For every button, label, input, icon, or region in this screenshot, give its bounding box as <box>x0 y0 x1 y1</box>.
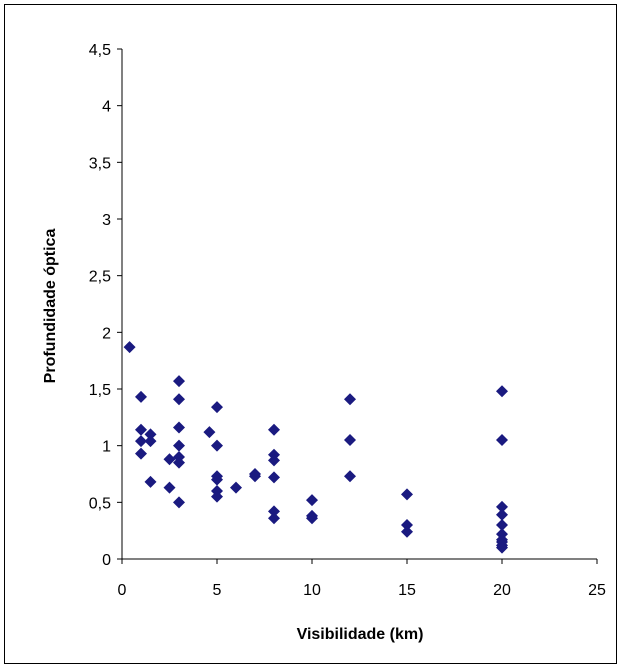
data-point <box>496 385 508 398</box>
data-point <box>496 519 508 531</box>
data-points <box>123 341 508 554</box>
data-point <box>163 453 176 466</box>
data-point <box>230 481 242 494</box>
data-point <box>496 508 508 521</box>
y-tick-label: 2,5 <box>89 269 111 286</box>
data-point <box>173 393 185 406</box>
data-point <box>173 456 185 469</box>
y-tick-label: 3 <box>102 212 111 229</box>
data-point <box>135 447 147 460</box>
data-point <box>144 435 157 448</box>
data-point <box>496 500 508 513</box>
data-point <box>268 454 280 467</box>
data-point <box>211 439 223 452</box>
y-tick-label: 3,5 <box>89 155 111 172</box>
data-point <box>211 401 223 414</box>
data-point <box>144 428 157 441</box>
axes <box>117 48 598 564</box>
x-tick-label: 5 <box>213 582 222 599</box>
data-point <box>163 481 176 494</box>
x-axis-title: Visibilidade (km) <box>297 626 424 643</box>
data-point <box>401 525 413 538</box>
data-point <box>344 434 356 446</box>
data-point <box>173 375 185 388</box>
data-point <box>401 488 413 501</box>
data-point <box>268 505 280 518</box>
data-point <box>135 390 147 403</box>
data-point <box>268 512 280 525</box>
data-point <box>123 341 136 354</box>
y-axis-title: Profundidade óptica <box>42 229 59 384</box>
tick-labels: 0 0,5 1 1,5 2 2,5 3 3,5 4 4,5 0 5 10 15 20 25 <box>89 42 606 599</box>
data-point <box>249 470 261 483</box>
y-tick-label: 0,5 <box>89 495 111 512</box>
data-point <box>306 512 318 525</box>
data-point <box>211 490 223 503</box>
data-point <box>306 494 318 507</box>
data-point <box>135 423 147 436</box>
y-tick-label: 4 <box>102 99 111 116</box>
data-point <box>173 496 185 509</box>
x-tick-label: 25 <box>588 582 606 599</box>
data-point <box>203 426 216 439</box>
x-tick-label: 10 <box>303 582 321 599</box>
data-point <box>268 471 280 484</box>
data-point <box>211 473 223 486</box>
x-tick-label: 20 <box>493 582 511 599</box>
x-tick-label: 15 <box>398 582 416 599</box>
y-tick-label: 2 <box>102 325 111 342</box>
chart-frame <box>4 4 617 664</box>
data-point <box>344 470 356 483</box>
data-point <box>144 475 157 488</box>
data-point <box>173 421 185 434</box>
data-point <box>173 439 185 452</box>
y-tick-label: 1 <box>102 439 111 456</box>
x-tick-label: 0 <box>118 582 127 599</box>
data-point <box>135 435 147 448</box>
data-point <box>496 541 508 554</box>
data-point <box>401 519 413 531</box>
y-tick-label: 4,5 <box>89 42 111 59</box>
data-point <box>496 434 508 446</box>
y-tick-label: 0 <box>102 552 111 569</box>
data-point <box>268 423 280 436</box>
y-tick-label: 1,5 <box>89 382 111 399</box>
data-point <box>344 393 356 406</box>
